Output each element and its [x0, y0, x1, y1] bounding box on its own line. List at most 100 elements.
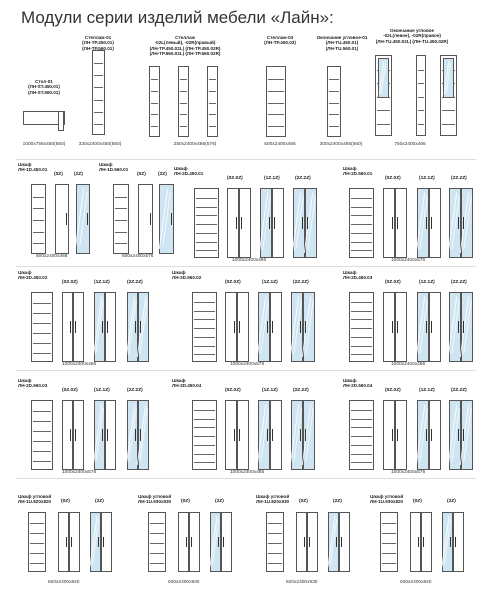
wardrobe-icon-door [395, 188, 407, 258]
shelf [382, 553, 396, 554]
corner-wardrobe-icon-door [421, 512, 432, 572]
corner-wardrobe-icon-door [210, 512, 221, 572]
wardrobe-icon-door [291, 292, 303, 362]
corner-wardrobe-icon-door [410, 512, 421, 572]
variant-label: (2Z) [74, 172, 83, 177]
shelf [194, 328, 215, 329]
shelf [94, 123, 103, 125]
shelf [194, 319, 215, 321]
door-handle-icon [431, 217, 432, 229]
corner-wardrobe-icon-door [307, 512, 318, 572]
door-handle-icon [87, 213, 88, 225]
door-handle-icon [66, 537, 67, 547]
wardrobe-icon-door [237, 400, 249, 470]
shelf [194, 418, 215, 420]
variant-label: (0Z.0Z) [227, 176, 243, 181]
door-handle-icon [458, 321, 459, 333]
top-item-caption: Стеллаж -02L(левый), -02R(правый) (ЛН-TP.4… [149, 35, 221, 56]
wardrobe-icon-door [429, 292, 441, 362]
wardrobe-open-icon [192, 292, 217, 362]
corner-wardrobe-open-icon [380, 512, 398, 572]
door-handle-icon [272, 429, 273, 441]
shelf [33, 220, 44, 221]
shelf [196, 232, 217, 234]
wardrobe-icon-door [138, 400, 149, 470]
top-item-dims: 330x2400x450(560) [78, 142, 122, 147]
module-dims: 1000x2400x466 [230, 470, 265, 475]
bookcase-icon [327, 66, 341, 137]
door-handle-icon [218, 537, 219, 547]
shelf [115, 208, 127, 210]
shelf [268, 523, 282, 524]
corner-wardrobe-open-icon [148, 512, 166, 572]
wardrobe-icon-door [303, 400, 315, 470]
door-handle-icon [272, 321, 273, 333]
wardrobe-icon-door [417, 400, 429, 470]
wardrobe-icon-door [227, 188, 239, 258]
shelf [194, 310, 215, 312]
wardrobe-icon-door [258, 400, 270, 470]
variant-label: (0Z) [54, 172, 63, 177]
shelf [351, 215, 372, 217]
shelf [377, 123, 390, 125]
wardrobe-open-icon [349, 292, 374, 362]
wardrobe-icon-door [449, 292, 461, 362]
wardrobe-icon-door [260, 188, 272, 258]
shelf [196, 215, 217, 217]
wardrobe-icon-door [73, 400, 84, 470]
top-item-dims: 300x2400x466(560) [319, 142, 363, 147]
shelf [151, 78, 158, 80]
shelf [180, 114, 187, 116]
variant-label: (1Z.1Z) [262, 280, 278, 285]
door-handle-icon [274, 217, 275, 229]
mirror-panel [378, 58, 389, 98]
variant-label: (1Z.1Z) [264, 176, 280, 181]
top-item-dims: 750x2400x466 [394, 142, 426, 147]
shelf [150, 563, 164, 564]
shelf [33, 411, 51, 412]
module-dims: 1000x2400x466 [62, 362, 97, 367]
shelf [194, 336, 215, 338]
door-handle-icon [302, 217, 303, 229]
shelf [30, 523, 44, 524]
shelf [33, 303, 51, 304]
shelf [268, 102, 284, 104]
shelf [150, 543, 164, 544]
wardrobe-icon-door [105, 292, 116, 362]
module-dims: 820x2400x930 [286, 580, 318, 585]
door-handle-icon [392, 429, 393, 441]
door-handle-icon [66, 213, 67, 225]
module-dims: 1000x2400x576 [391, 258, 426, 263]
shelf [351, 224, 372, 225]
door-handle-icon [267, 321, 268, 333]
variant-label: (2Z.2Z) [293, 388, 309, 393]
shelf [94, 75, 103, 77]
variant-label: (0Z) [137, 172, 146, 177]
shelf [151, 90, 158, 92]
door-handle-icon [305, 429, 306, 441]
shelf [382, 533, 396, 534]
door-handle-icon [269, 217, 270, 229]
module-label: Шкаф ЛН-2D.560.03 [18, 378, 48, 389]
module-label: Шкаф ЛН-2D.450.01 [174, 166, 204, 177]
wardrobe-open-icon [349, 188, 374, 258]
variant-label: (0Z) [413, 499, 422, 504]
wardrobe-icon-door [270, 400, 282, 470]
module-label: Шкаф ЛН-2D.560.04 [343, 378, 373, 389]
shelf [194, 436, 215, 437]
shelf [150, 533, 164, 534]
shelf [351, 232, 372, 234]
shelf [268, 533, 282, 534]
wardrobe-icon-door [55, 184, 69, 254]
variant-label: (2Z.2Z) [293, 280, 309, 285]
wardrobe-icon-door [383, 400, 395, 470]
shelf [351, 250, 372, 252]
shelf [180, 90, 187, 92]
shelf [442, 123, 455, 125]
corner-wardrobe-icon-door [442, 512, 453, 572]
shelf [194, 444, 215, 446]
shelf [351, 462, 372, 464]
shelf [33, 313, 51, 314]
door-handle-icon [239, 321, 240, 333]
shelf [94, 99, 103, 101]
